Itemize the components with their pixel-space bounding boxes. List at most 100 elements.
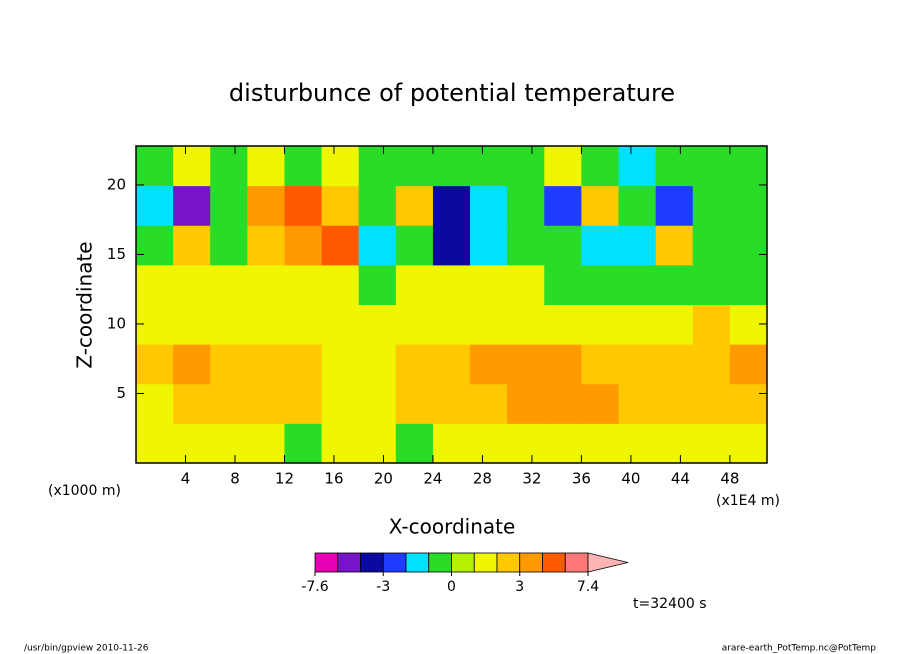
- field-cell: [507, 383, 545, 424]
- field-cell: [284, 146, 323, 187]
- field-cell: [247, 146, 285, 187]
- field-cell: [655, 344, 694, 385]
- field-cell: [432, 383, 471, 424]
- x-tick-label: 28: [473, 470, 492, 488]
- field-cell: [136, 304, 174, 345]
- field-cell: [692, 264, 731, 305]
- field-cell: [581, 264, 620, 305]
- colorbar-box: [337, 552, 361, 573]
- field-cell: [729, 304, 768, 345]
- field-cell: [507, 344, 545, 385]
- field-cell: [173, 264, 211, 305]
- field-cell: [470, 304, 508, 345]
- x-tick-label: 16: [324, 470, 343, 488]
- field-cell: [136, 185, 174, 226]
- y-tick-label: 10: [107, 314, 126, 332]
- footer-left: /usr/bin/gpview 2010-11-26: [24, 644, 149, 654]
- field-cell: [432, 185, 471, 226]
- field-cell: [284, 304, 323, 345]
- field-cell: [136, 423, 174, 464]
- field-cell: [358, 304, 397, 345]
- field-cell: [507, 264, 545, 305]
- field-cell: [507, 146, 545, 187]
- field-cell: [395, 264, 434, 305]
- field-cell: [247, 344, 285, 385]
- field-cell: [358, 423, 397, 464]
- field-cell: [692, 185, 731, 226]
- colorbar-box: [428, 552, 452, 573]
- field-cell: [432, 423, 471, 464]
- field-cell: [173, 146, 211, 187]
- field-cell: [395, 304, 434, 345]
- field-cell: [692, 344, 731, 385]
- field-cell: [173, 304, 211, 345]
- field-cell: [247, 264, 285, 305]
- field-cell: [210, 225, 248, 266]
- field-cell: [358, 344, 397, 385]
- field-cell: [395, 344, 434, 385]
- field-cell: [284, 344, 323, 385]
- x-tick-label: 44: [671, 470, 690, 488]
- field-cell: [470, 225, 508, 266]
- colorbar-tick-label: 3: [515, 579, 524, 595]
- colorbar-box: [360, 552, 384, 573]
- field-cell: [395, 225, 434, 266]
- field-cell: [173, 423, 211, 464]
- field-cell: [544, 146, 582, 187]
- field-cell: [247, 225, 285, 266]
- x-tick-label: 36: [572, 470, 591, 488]
- y-axis-label: Z-coordinate: [73, 241, 97, 368]
- colorbar-box: [542, 552, 566, 573]
- field-cell: [358, 264, 397, 305]
- y-tick-label: 5: [116, 384, 126, 402]
- x-tick-label: 48: [720, 470, 739, 488]
- field-cell: [581, 304, 620, 345]
- field-cell: [136, 344, 174, 385]
- field-cell: [321, 225, 360, 266]
- x-tick-label: 20: [374, 470, 393, 488]
- colorbar-tick-label: 0: [447, 579, 456, 595]
- x-tick-label: 24: [423, 470, 442, 488]
- field-cell: [210, 344, 248, 385]
- field-cell: [544, 225, 582, 266]
- field-cell: [432, 146, 471, 187]
- field-cell: [395, 383, 434, 424]
- field-cell: [729, 146, 768, 187]
- field-cell: [284, 383, 323, 424]
- field-cell: [655, 146, 694, 187]
- field-cell: [655, 304, 694, 345]
- field-cell: [210, 304, 248, 345]
- field-cell: [210, 383, 248, 424]
- field-cell: [284, 264, 323, 305]
- field-cell: [247, 185, 285, 226]
- field-cell: [655, 423, 694, 464]
- field-cell: [729, 185, 768, 226]
- field-cell: [358, 383, 397, 424]
- x-tick-label: 12: [275, 470, 294, 488]
- field-cell: [358, 225, 397, 266]
- field-cell: [173, 383, 211, 424]
- field-cell: [618, 383, 657, 424]
- field-cell: [321, 304, 360, 345]
- field-cell: [655, 185, 694, 226]
- field-cell: [173, 185, 211, 226]
- field-cell: [544, 185, 582, 226]
- field-cell: [395, 185, 434, 226]
- field-cell: [470, 383, 508, 424]
- colorbar-box: [496, 552, 521, 573]
- colorbar-box: [405, 552, 430, 573]
- field-cell: [544, 304, 582, 345]
- field-cell: [210, 146, 248, 187]
- field-cell: [618, 264, 657, 305]
- field-cell: [729, 344, 768, 385]
- field-cell: [692, 146, 731, 187]
- field-cell: [544, 344, 582, 385]
- field-cell: [432, 264, 471, 305]
- x-unit-right: (x1E4 m): [716, 493, 780, 509]
- colorbar-box: [564, 552, 589, 573]
- colorbar-tick-label: -7.6: [301, 579, 328, 595]
- field-cell: [655, 264, 694, 305]
- field-cell: [321, 264, 360, 305]
- field-cell: [210, 423, 248, 464]
